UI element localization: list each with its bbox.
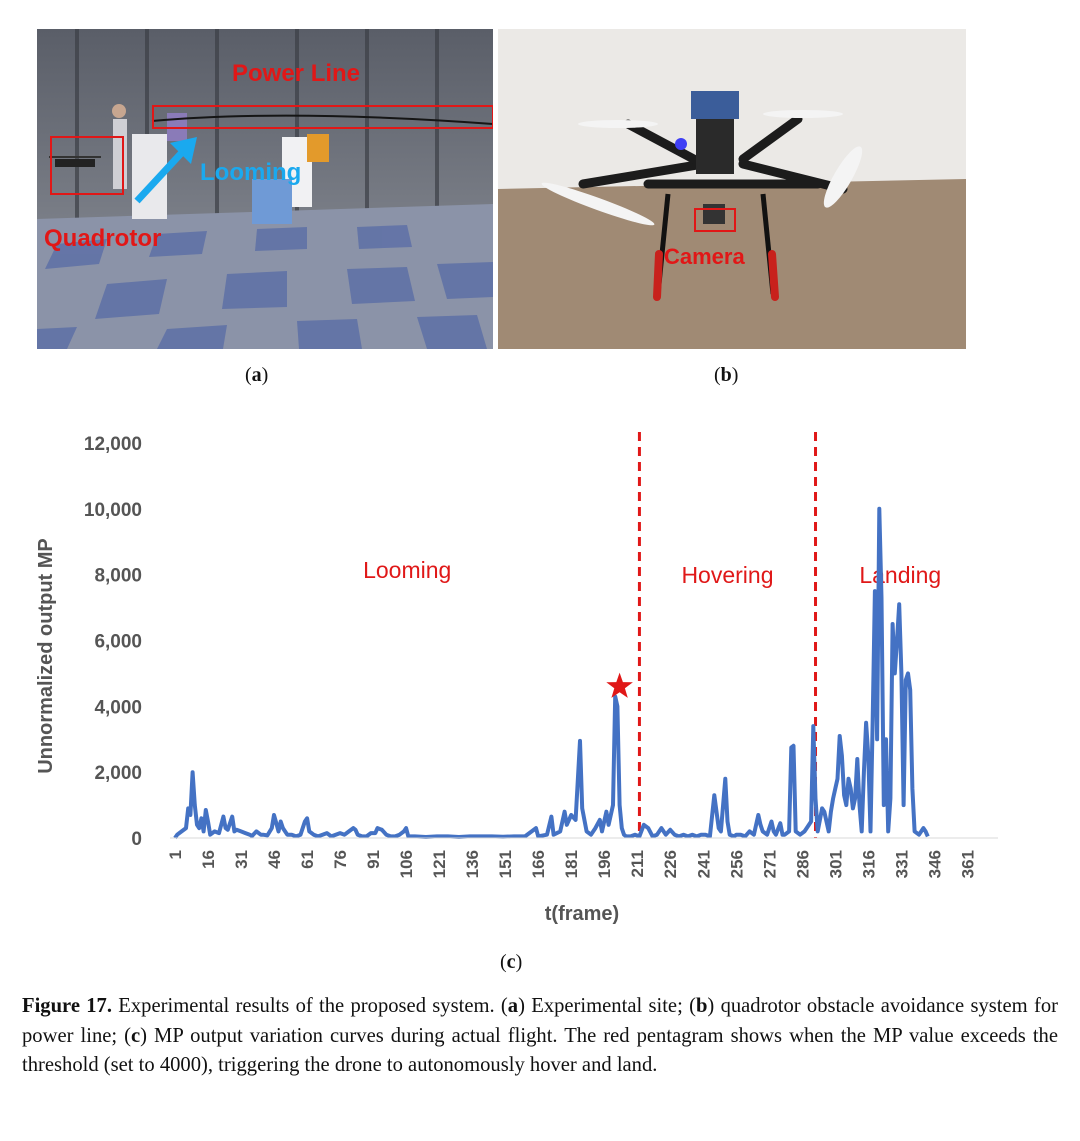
quadrotor-illustration (498, 29, 966, 349)
y-tick-label: 4,000 (94, 697, 142, 718)
x-tick-label: 1 (166, 850, 185, 859)
phase-label: Hovering (681, 562, 773, 588)
quadrotor-photo: Camera (498, 29, 966, 349)
caption-letter-a: a (507, 995, 519, 1017)
phase-label: Looming (363, 557, 451, 583)
x-tick-label: 361 (958, 850, 977, 878)
panel-c-caption-label: (c) (500, 951, 523, 973)
experimental-site-photo: Power Line Looming Quadrotor (37, 29, 493, 349)
figure-caption: Figure 17. Experimental results of the p… (22, 992, 1058, 1081)
caption-letter-c: c (131, 1024, 141, 1047)
x-tick-label: 166 (529, 850, 548, 878)
phase-label: Landing (859, 562, 941, 588)
y-tick-label: 10,000 (84, 500, 142, 521)
panel-a-caption: (a) (245, 364, 269, 386)
experimental-site-illustration (37, 29, 493, 349)
x-tick-label: 76 (331, 850, 350, 869)
caption-part-2: ) Experimental site; ( (518, 995, 696, 1017)
panel-b-caption: (b) (714, 364, 739, 386)
x-tick-label: 46 (265, 850, 284, 869)
y-tick-label: 8,000 (94, 566, 142, 587)
figure-label: Figure 17. (22, 995, 112, 1017)
quadrotor-label: Quadrotor (44, 225, 162, 252)
x-tick-label: 121 (430, 850, 449, 878)
y-tick-label: 2,000 (94, 763, 142, 784)
x-tick-label: 316 (859, 850, 878, 878)
x-tick-label: 196 (595, 850, 614, 878)
y-axis-title: Unnormalized output MP (35, 538, 57, 774)
y-tick-label: 12,000 (84, 434, 142, 455)
phase-labels: Looming Hovering Landing (363, 557, 941, 588)
x-tick-label: 91 (364, 850, 383, 869)
x-tick-label: 226 (661, 850, 680, 878)
x-tick-label: 211 (628, 850, 647, 877)
x-tick-label: 241 (694, 850, 713, 878)
x-tick-label: 61 (298, 850, 317, 869)
x-tick-label: 151 (496, 850, 515, 878)
mp-series-line (173, 506, 930, 840)
looming-label: Looming (200, 159, 302, 186)
power-line-label: Power Line (232, 60, 361, 87)
x-tick-label: 181 (562, 850, 581, 878)
x-tick-label: 106 (397, 850, 416, 878)
caption-part-1: Experimental results of the proposed sys… (112, 995, 508, 1017)
y-tick-label: 0 (131, 829, 142, 850)
x-tick-label: 286 (793, 850, 812, 878)
x-tick-label: 256 (727, 850, 746, 878)
caption-letter-b: b (695, 995, 708, 1017)
threshold-star-marker (606, 672, 633, 698)
x-tick-label: 331 (892, 850, 911, 878)
x-tick-label: 346 (925, 850, 944, 878)
camera-label: Camera (664, 244, 745, 269)
y-axis-ticks: 0 2,000 4,000 6,000 8,000 10,000 12,000 (84, 434, 142, 850)
x-tick-label: 31 (232, 850, 251, 869)
caption-part-3: ) quadrotor obstacle avoidance system fo… (22, 995, 1058, 1047)
x-tick-label: 16 (199, 850, 218, 869)
x-tick-label: 301 (826, 850, 845, 878)
x-tick-label: 271 (760, 850, 779, 878)
caption-part-4: ) MP output variation curves during actu… (22, 1024, 1058, 1077)
x-axis-title: t(frame) (545, 903, 619, 925)
x-axis-ticks: 1 16 31 46 61 76 91 106 121 136 151 166 181 196 211 226… (166, 850, 977, 878)
x-tick-label: 136 (463, 850, 482, 878)
y-tick-label: 6,000 (94, 632, 142, 653)
mp-output-chart: Unnormalized output MP 0 2,000 4,000 6,000 8… (35, 432, 998, 925)
